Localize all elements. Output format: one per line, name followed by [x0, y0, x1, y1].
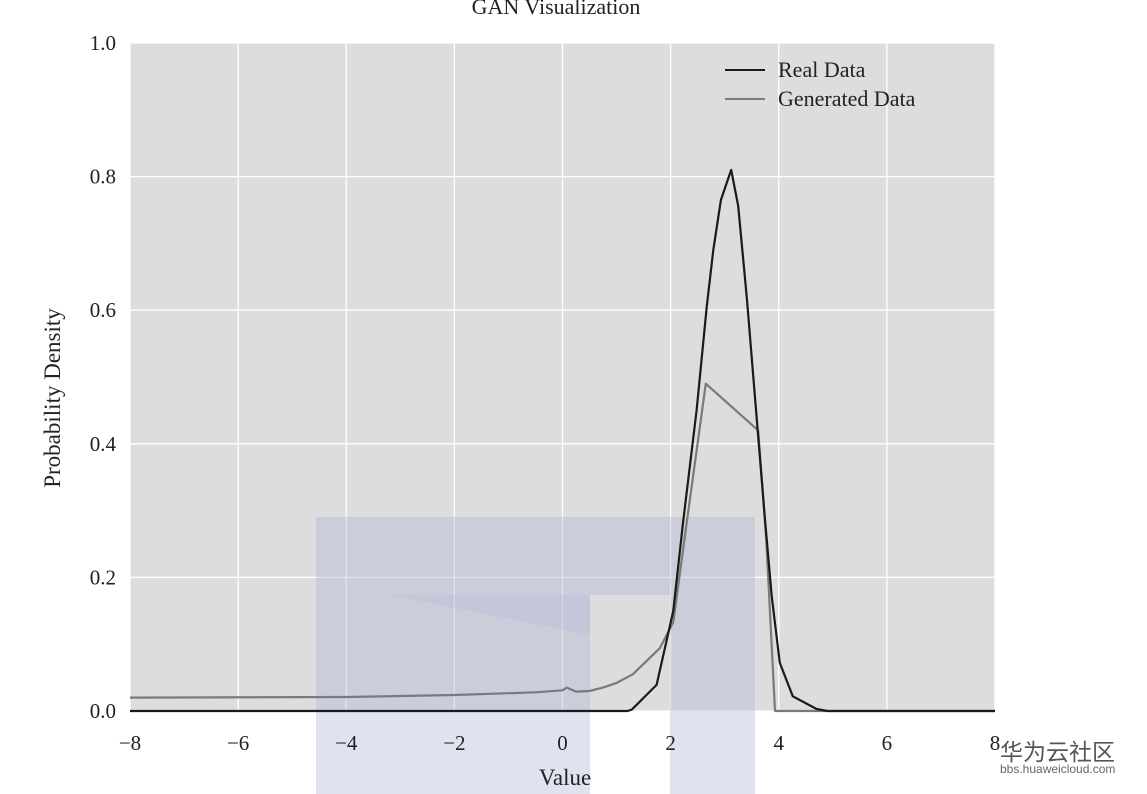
y-tick-label: 0.8: [90, 165, 116, 189]
y-axis-label: Probability Density: [40, 308, 65, 488]
x-tick-label: 0: [557, 731, 568, 755]
legend-label-generated: Generated Data: [778, 86, 916, 111]
watermark-brand: 华为云社区: [1000, 740, 1115, 766]
x-axis-label: Value: [539, 765, 591, 790]
legend: Real Data Generated Data: [725, 57, 916, 111]
x-tick-label: 6: [882, 731, 893, 755]
x-tick-label: −8: [119, 731, 141, 755]
watermark-logo: [316, 517, 755, 794]
legend-label-real: Real Data: [778, 57, 866, 82]
y-tick-label: 0.2: [90, 565, 116, 589]
watermark-url: bbs.huaweicloud.com: [1000, 762, 1116, 776]
x-tick-label: −4: [335, 731, 358, 755]
y-tick-label: 0.4: [90, 432, 117, 456]
x-tick-label: 4: [774, 731, 785, 755]
x-tick-label: 2: [665, 731, 676, 755]
series-line-real-data: [130, 168, 995, 713]
y-tick-label: 1.0: [90, 31, 116, 55]
x-tick-label: 8: [990, 731, 1001, 755]
x-tick-label: −2: [443, 731, 465, 755]
chart-title: GAN Visualization: [472, 0, 641, 19]
y-tick-label: 0.6: [90, 298, 116, 322]
x-tick-label: −6: [227, 731, 249, 755]
y-tick-label: 0.0: [90, 699, 116, 723]
